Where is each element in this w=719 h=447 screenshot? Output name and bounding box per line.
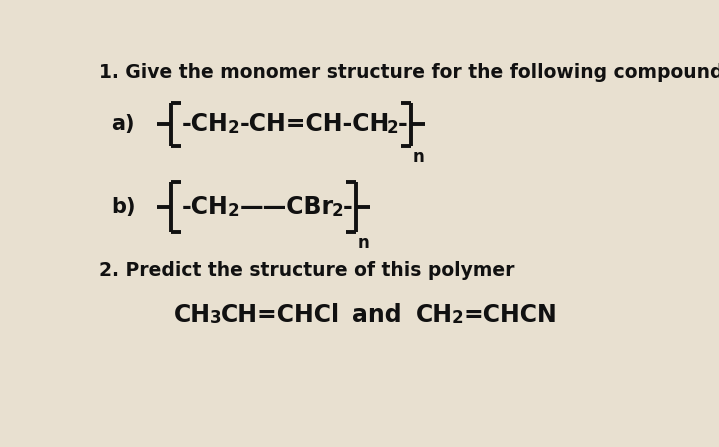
Text: CH: CH — [416, 303, 452, 327]
Text: 1. Give the monomer structure for the following compound: 1. Give the monomer structure for the fo… — [99, 63, 719, 82]
Text: -CH: -CH — [182, 195, 229, 219]
Text: 3: 3 — [210, 309, 221, 327]
Text: =CHCN: =CHCN — [463, 303, 557, 327]
Text: n: n — [358, 234, 370, 252]
Text: and: and — [352, 303, 401, 327]
Text: -: - — [343, 195, 353, 219]
Text: 2: 2 — [228, 202, 239, 219]
Text: ——CBr: ——CBr — [239, 195, 334, 219]
Text: -: - — [398, 113, 408, 136]
Text: b): b) — [111, 197, 136, 217]
Text: CH=CHCl: CH=CHCl — [221, 303, 340, 327]
Text: CH: CH — [173, 303, 211, 327]
Text: -CH=CH-CH: -CH=CH-CH — [239, 113, 390, 136]
Text: 2: 2 — [228, 119, 239, 137]
Text: 2: 2 — [387, 119, 398, 137]
Text: n: n — [413, 148, 425, 166]
Text: 2: 2 — [331, 202, 343, 219]
Text: 2. Predict the structure of this polymer: 2. Predict the structure of this polymer — [99, 261, 515, 280]
Text: a): a) — [111, 114, 135, 135]
Text: 2: 2 — [452, 309, 463, 327]
Text: -CH: -CH — [182, 113, 229, 136]
